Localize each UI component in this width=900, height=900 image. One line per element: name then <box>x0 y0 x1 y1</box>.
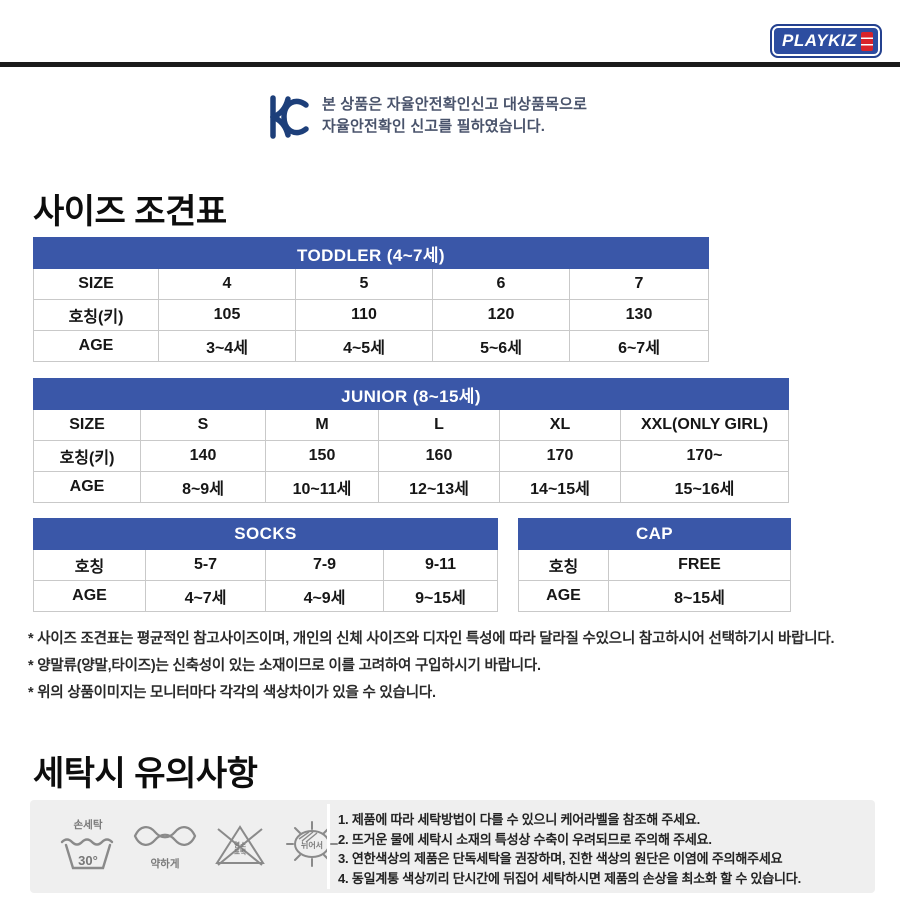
table-cell: 4 <box>158 268 296 300</box>
playkiz-logo-text: PLAYKIZ <box>782 31 857 50</box>
table-cell: 9~15세 <box>382 580 499 612</box>
dry-flat-in-shade-icon: 뉘어서 <box>282 818 342 875</box>
table-cell: 4~9세 <box>265 580 384 612</box>
table-row: 호칭(키) 105 110 120 130 <box>33 299 709 331</box>
table-cell: 호칭(키) <box>33 440 141 472</box>
table-row: 호칭 FREE <box>518 549 791 581</box>
wring-gently-icon: 약하게 <box>132 822 198 871</box>
junior-size-table: JUNIOR (8~15세) SIZE S M L XL XXL(ONLY GI… <box>33 378 789 503</box>
table-cell: 9-11 <box>382 549 499 581</box>
table-row: SIZE 4 5 6 7 <box>33 268 709 300</box>
table-cell: 호칭 <box>33 549 146 581</box>
no-chlorine-bleach-icon: 염소표백 <box>214 821 266 872</box>
table-cell: 6 <box>432 268 570 300</box>
hand-wash-label: 손세탁 <box>73 819 103 831</box>
table-cell: 170 <box>499 440 621 472</box>
wring-gently-label: 약하게 <box>150 858 180 870</box>
table-cell: 5 <box>295 268 433 300</box>
table-cell: S <box>140 409 266 441</box>
table-cell: 14~15세 <box>499 471 621 503</box>
table-cell: 170~ <box>620 440 789 472</box>
cap-size-table: CAP 호칭 FREE AGE 8~15세 <box>518 518 791 612</box>
shade-dry-label: 뉘어서 <box>300 841 324 850</box>
table-row: AGE 8~15세 <box>518 580 791 612</box>
kc-notice-text: 본 상품은 자율안전확인신고 대상품목으로 자율안전확인 신고를 필하였습니다. <box>322 94 587 138</box>
table-cell: 15~16세 <box>620 471 789 503</box>
socks-table-title: SOCKS <box>32 518 499 550</box>
wash-box-divider <box>327 804 330 889</box>
toddler-size-table: TODDLER (4~7세) SIZE 4 5 6 7 호칭(키) 105 11… <box>33 237 709 362</box>
socks-size-table: SOCKS 호칭 5-7 7-9 9-11 AGE 4~7세 4~9세 9~15… <box>32 518 499 612</box>
table-cell: AGE <box>518 580 609 612</box>
kc-notice-line2: 자율안전확인 신고를 필하였습니다. <box>322 118 546 135</box>
table-row: AGE 4~7세 4~9세 9~15세 <box>33 580 499 612</box>
wring-glyph <box>133 826 197 846</box>
junior-table-title: JUNIOR (8~15세) <box>33 378 789 410</box>
table-cell: 7 <box>569 268 709 300</box>
wash-instruction: 4. 동일계통 색상끼리 단시간에 뒤집어 세탁하시면 제품의 손상을 최소화 … <box>338 870 801 886</box>
size-note: * 사이즈 조견표는 평균적인 참고사이즈이며, 개인의 신체 사이즈와 디자인… <box>28 631 835 647</box>
wash-instruction: 1. 제품에 따라 세탁방법이 다를 수 있으니 케어라벨을 참조해 주세요. <box>338 812 701 827</box>
wash-instructions: 1. 제품에 따라 세탁방법이 다를 수 있으니 케어라벨을 참조해 주세요. … <box>338 810 868 888</box>
table-cell: 4~5세 <box>295 330 433 362</box>
wash-temp-label: 30° <box>78 853 98 868</box>
table-cell: L <box>378 409 500 441</box>
table-cell: M <box>265 409 379 441</box>
table-cell: 5~6세 <box>432 330 570 362</box>
size-note: * 위의 상품이미지는 모니터마다 각각의 색상차이가 있을 수 있습니다. <box>28 685 436 701</box>
table-cell: 105 <box>158 299 296 331</box>
no-bleach-label: 염소표백 <box>234 842 246 856</box>
table-row: AGE 8~9세 10~11세 12~13세 14~15세 15~16세 <box>33 471 789 503</box>
table-cell: 8~9세 <box>140 471 266 503</box>
wash-instruction: 3. 연한색상의 제품은 단독세탁을 권장하며, 진한 색상의 원단은 이염에 … <box>338 851 783 866</box>
kc-notice-line1: 본 상품은 자율안전확인신고 대상품목으로 <box>322 96 588 113</box>
table-cell: 3~4세 <box>158 330 296 362</box>
table-cell: SIZE <box>33 409 141 441</box>
kc-certification-icon <box>270 95 309 139</box>
playkiz-logo: PLAYKIZ <box>770 24 882 58</box>
table-cell: 150 <box>265 440 379 472</box>
cap-table-title: CAP <box>518 518 791 550</box>
table-cell: 8~15세 <box>608 580 791 612</box>
table-cell: 호칭 <box>518 549 609 581</box>
table-row: SIZE S M L XL XXL(ONLY GIRL) <box>33 409 789 441</box>
table-cell: 120 <box>432 299 570 331</box>
table-cell: 5-7 <box>145 549 266 581</box>
care-instructions-box: 손세탁 30° 약하게 <box>30 800 875 893</box>
table-cell: 7-9 <box>265 549 384 581</box>
table-cell: FREE <box>608 549 791 581</box>
size-note: * 양말류(양말,타이즈)는 신축성이 있는 소재이므로 이를 고려하여 구입하… <box>28 658 541 674</box>
table-cell: 10~11세 <box>265 471 379 503</box>
top-divider <box>0 62 900 67</box>
wash-tub-glyph <box>60 838 114 870</box>
table-cell: 130 <box>569 299 709 331</box>
table-cell: AGE <box>33 471 141 503</box>
playkiz-logo-red-badge <box>861 31 873 51</box>
size-notes: * 사이즈 조견표는 평균적인 참고사이즈이며, 개인의 신체 사이즈와 디자인… <box>28 629 878 710</box>
table-row: 호칭 5-7 7-9 9-11 <box>33 549 499 581</box>
table-row: 호칭(키) 140 150 160 170 170~ <box>33 440 789 472</box>
hand-wash-30-icon: 손세탁 30° <box>60 817 116 876</box>
wash-instruction: 2. 뜨거운 물에 세탁시 소재의 특성상 수축이 우려되므로 주의해 주세요. <box>338 831 712 847</box>
table-cell: 140 <box>140 440 266 472</box>
table-cell: SIZE <box>33 268 159 300</box>
care-icons-row: 손세탁 30° 약하게 <box>60 800 342 893</box>
table-cell: XXL(ONLY GIRL) <box>620 409 789 441</box>
no-bleach-triangle-glyph <box>215 825 265 866</box>
table-row: AGE 3~4세 4~5세 5~6세 6~7세 <box>33 330 709 362</box>
table-cell: 호칭(키) <box>33 299 159 331</box>
toddler-table-title: TODDLER (4~7세) <box>33 237 709 269</box>
wash-care-title: 세탁시 유의사항 <box>33 755 258 793</box>
table-cell: XL <box>499 409 621 441</box>
table-cell: 4~7세 <box>145 580 266 612</box>
table-cell: 160 <box>378 440 500 472</box>
size-chart-title: 사이즈 조견표 <box>33 193 227 231</box>
table-cell: AGE <box>33 330 159 362</box>
table-cell: 12~13세 <box>378 471 500 503</box>
table-cell: AGE <box>33 580 146 612</box>
table-cell: 110 <box>295 299 433 331</box>
table-cell: 6~7세 <box>569 330 709 362</box>
kc-notice: 본 상품은 자율안전확인신고 대상품목으로 자율안전확인 신고를 필하였습니다. <box>266 94 587 140</box>
